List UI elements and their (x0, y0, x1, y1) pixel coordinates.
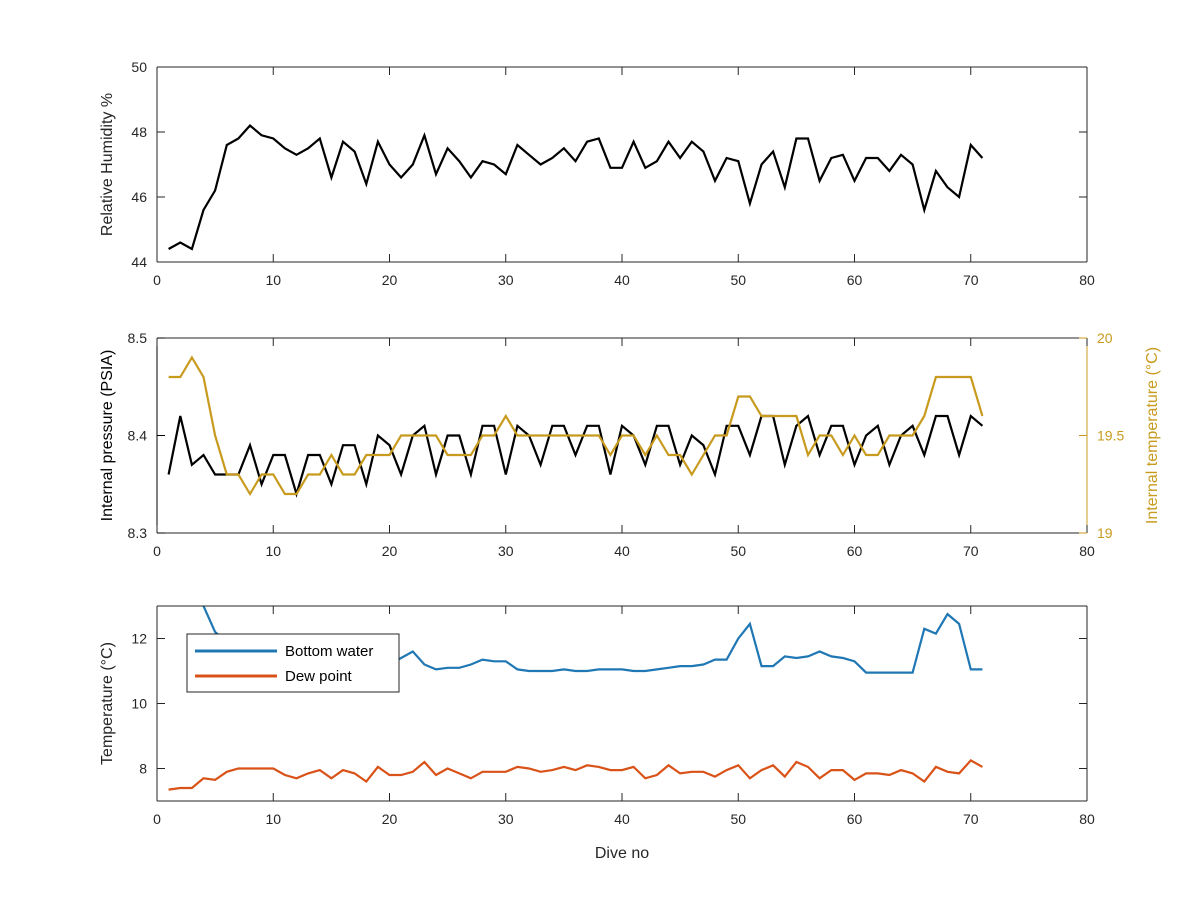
y2-tick-label: 19 (1097, 525, 1113, 541)
chart-panel-2: 0 10 20 30 40 50 60 70 80 8.3 8.4 8.5 19 19.5 20 Intern… (99, 330, 1161, 559)
x-tick-label: 40 (614, 543, 630, 559)
y-tick-label: 8.3 (128, 525, 148, 541)
x-tick-label: 80 (1079, 543, 1095, 559)
series-line-2-1 (167, 414, 984, 498)
x-tick-label: 40 (614, 272, 630, 288)
y2-tick-label: 19.5 (1097, 428, 1124, 444)
y-tick-label: 50 (131, 59, 147, 75)
x-tick-label: 80 (1079, 811, 1095, 827)
x-tick-label: 0 (153, 543, 161, 559)
x-tick-label: 0 (153, 272, 161, 288)
x-tick-label: 10 (265, 272, 281, 288)
x-axis-title: Dive no (595, 845, 649, 862)
y-axis-title: Relative Humidity % (99, 93, 116, 236)
legend-label-dew-point: Dew point (285, 668, 353, 685)
y-tick-label: 44 (131, 254, 147, 270)
chart-panel-1: 0 10 20 30 40 50 60 70 80 44 46 48 50 Relative Humidi… (99, 59, 1095, 288)
x-tick-label: 0 (153, 811, 161, 827)
legend: Bottom water Dew point (186, 633, 400, 693)
chart-panel-3: 0 10 20 30 40 50 60 70 80 8 10 12 Temperature (°C) Di… (99, 605, 1095, 862)
x-tick-label: 80 (1079, 272, 1095, 288)
series-line-1-1 (168, 123, 984, 251)
x-tick-label: 60 (847, 811, 863, 827)
x-tick-label: 20 (382, 811, 398, 827)
x-tick-label: 20 (382, 272, 398, 288)
x-tick-label: 60 (847, 272, 863, 288)
y-tick-label: 12 (131, 631, 147, 647)
x-tick-label: 20 (382, 543, 398, 559)
y-tick-label: 10 (131, 696, 147, 712)
y-tick-label: 48 (131, 124, 147, 140)
x-tick-label: 50 (730, 543, 746, 559)
x-tick-label: 30 (498, 811, 514, 827)
x-tick-label: 70 (963, 811, 979, 827)
x-tick-label: 50 (730, 272, 746, 288)
legend-box (186, 633, 400, 693)
y-tick-label: 8.5 (128, 330, 148, 346)
x-tick-label: 40 (614, 811, 630, 827)
y-tick-label: 8.4 (128, 428, 148, 444)
x-tick-label: 10 (265, 543, 281, 559)
legend-label-bottom-water: Bottom water (285, 643, 373, 660)
y2-axis-title: Internal temperature (°C) (1144, 347, 1161, 524)
x-tick-label: 10 (265, 811, 281, 827)
y2-tick-label: 20 (1097, 330, 1113, 346)
x-tick-label: 70 (963, 272, 979, 288)
y-axis-title: Internal pressure (PSIA) (99, 350, 116, 522)
y-axis-title: Temperature (°C) (99, 642, 116, 765)
series-line-2-2 (168, 355, 984, 497)
x-tick-label: 30 (498, 272, 514, 288)
y-tick-label: 8 (139, 761, 147, 777)
x-tick-label: 60 (847, 543, 863, 559)
series-line-dew-point (168, 759, 983, 791)
x-tick-label: 70 (963, 543, 979, 559)
x-tick-label: 50 (730, 811, 746, 827)
x-tick-label: 30 (498, 543, 514, 559)
y-tick-label: 46 (131, 189, 147, 205)
